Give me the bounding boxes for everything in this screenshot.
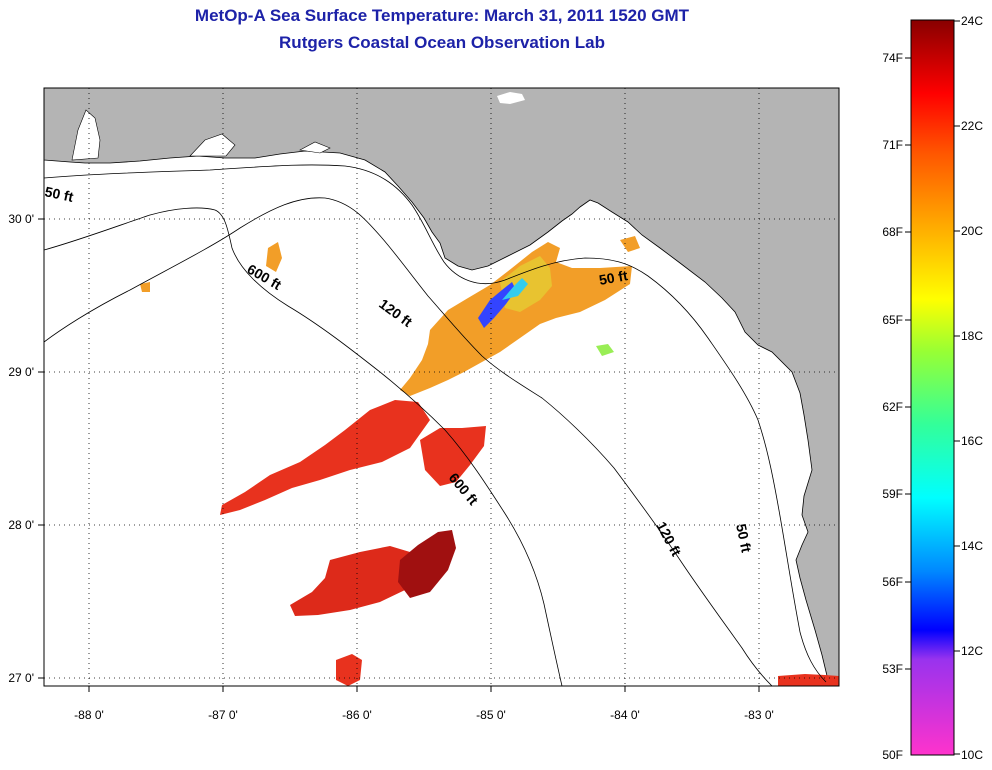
lat-label: 28 0' [8,518,34,532]
colorbar-c-label: 12C [961,644,983,658]
sst-patch-cyan [502,278,528,300]
contour-label-50ft-east: 50 ft [598,267,629,288]
depth-contours [44,164,827,686]
plot-frame [43,87,840,687]
colorbar-c-label: 24C [961,14,983,28]
contour-label-50ft-west: 50 ft [43,183,75,205]
sst-patch-small-1 [266,242,282,272]
colorbar-c-label: 10C [961,748,983,762]
longitude-labels: -88 0' -87 0' -86 0' -85 0' -84 0' -83 0… [74,708,774,722]
sst-patch-red-5 [778,674,839,686]
contour-50ft [44,164,827,683]
colorbar-f-label: 59F [882,487,903,501]
sst-patch-green [596,344,614,356]
colorbar-f-label: 65F [882,313,903,327]
lat-label: 29 0' [8,365,34,379]
sst-patch-red-3 [290,546,420,616]
colorbar-f-label: 50F [882,748,903,762]
colorbar-c-label: 20C [961,224,983,238]
sst-patch-blue [478,282,516,328]
colorbar-f-label: 62F [882,400,903,414]
colorbar-c-label: 18C [961,329,983,343]
lon-label: -88 0' [74,708,104,722]
pensacola-bay [189,133,236,157]
sst-patch-darkred [398,530,456,598]
lon-label: -86 0' [342,708,372,722]
sst-patch-red-2 [420,426,486,486]
sst-patch-red-4 [336,654,362,686]
land [44,88,839,686]
lon-label: -84 0' [610,708,640,722]
sst-patch-red-1 [220,400,430,515]
contour-120ft [44,197,773,686]
colorbar-gradient [910,19,955,756]
lat-label: 30 0' [8,212,34,226]
sst-patch-orange [400,242,632,396]
plot-area: 50 ft 600 ft 120 ft 50 ft 600 ft 120 ft … [43,88,839,686]
sst-patch-small-3 [620,236,640,252]
sst-patch-small-2 [140,282,150,292]
inland-lake [497,92,525,104]
latitude-labels: 30 0' 29 0' 28 0' 27 0' [8,212,34,685]
mobile-bay [71,109,101,161]
colorbar-c-label: 14C [961,539,983,553]
tick-marks [38,218,760,692]
lon-label: -87 0' [208,708,238,722]
sst-patches [140,236,839,686]
lon-label: -85 0' [476,708,506,722]
colorbar-f-label: 71F [882,138,903,152]
choctawhatchee-bay [299,141,331,154]
colorbar-c-label: 16C [961,434,983,448]
lat-label: 27 0' [8,671,34,685]
colorbar-f-label: 56F [882,575,903,589]
colorbar-f-label: 53F [882,662,903,676]
map-title: MetOp-A Sea Surface Temperature: March 3… [194,6,690,25]
map-subtitle: Rutgers Coastal Ocean Observation Lab [279,33,605,52]
colorbar-f-label: 68F [882,225,903,239]
colorbar-f-label: 74F [882,51,903,65]
colorbar-c-label: 22C [961,119,983,133]
lon-label: -83 0' [744,708,774,722]
contour-600ft [44,207,563,686]
colorbar: 74F 71F 68F 65F 62F 59F 56F 53F 50F 24C … [882,14,983,762]
contour-label-50ft-south: 50 ft [733,522,755,554]
